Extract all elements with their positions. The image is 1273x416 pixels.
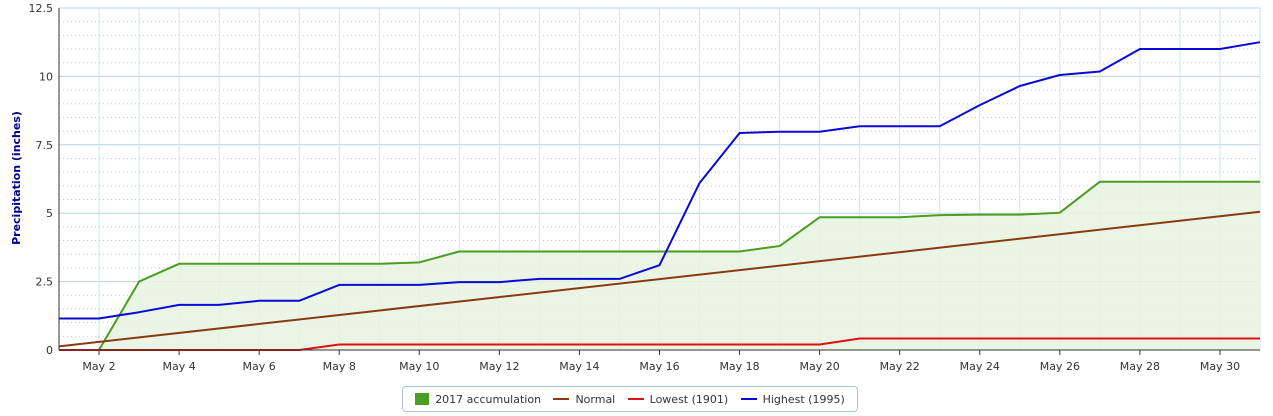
y-axis-label: Precipitation (inches) (10, 111, 23, 245)
x-tick-label: May 16 (639, 360, 679, 373)
y-tick-label: 5 (46, 207, 53, 220)
legend-item-2017[interactable]: 2017 accumulation (415, 393, 541, 406)
x-tick-label: May 12 (479, 360, 519, 373)
y-tick-label: 0 (46, 344, 53, 357)
x-tick-label: May 22 (880, 360, 920, 373)
legend-swatch-2017 (415, 393, 430, 405)
chart-legend: 2017 accumulation Normal Lowest (1901) H… (402, 386, 858, 412)
legend-label-normal: Normal (575, 392, 616, 406)
legend-swatch-lowest (627, 398, 644, 400)
legend-item-highest[interactable]: Highest (1995) (740, 392, 845, 406)
series-line-highest-1995 (59, 41, 1261, 320)
x-tick-label: May 8 (323, 360, 356, 373)
legend-item-lowest[interactable]: Lowest (1901) (627, 392, 729, 406)
legend-label-2017: 2017 accumulation (435, 392, 542, 406)
x-tick-label: May 14 (559, 360, 599, 373)
x-tick-label: May 6 (243, 360, 276, 373)
x-tick-label: May 10 (399, 360, 439, 373)
legend-label-highest: Highest (1995) (762, 392, 845, 406)
series-line-normal (58, 210, 1261, 348)
x-tick-label: May 18 (719, 360, 759, 373)
y-tick-label: 2.5 (36, 276, 54, 289)
x-tick-label: May 4 (162, 360, 195, 373)
x-tick-label: May 28 (1120, 360, 1160, 373)
legend-item-normal[interactable]: Normal (553, 393, 615, 406)
legend-label-lowest: Lowest (1901) (649, 392, 729, 406)
x-tick-label: May 20 (800, 360, 840, 373)
x-tick-label: May 26 (1040, 360, 1080, 373)
y-tick-label: 7.5 (36, 139, 54, 152)
legend-swatch-highest (740, 398, 757, 400)
legend-swatch-normal (553, 398, 570, 400)
y-tick-label: 10 (39, 70, 53, 83)
series-line-2017-accumulation (59, 180, 1260, 351)
y-tick-label: 12.5 (29, 2, 54, 15)
x-tick-label: May 30 (1200, 360, 1240, 373)
chart-axes: 0 2.5 5 7.5 10 12.5 May 2 May 4 May 6 May 8 May 10… (29, 2, 1260, 373)
x-tick-label: May 24 (960, 360, 1000, 373)
x-tick-label: May 2 (82, 360, 115, 373)
